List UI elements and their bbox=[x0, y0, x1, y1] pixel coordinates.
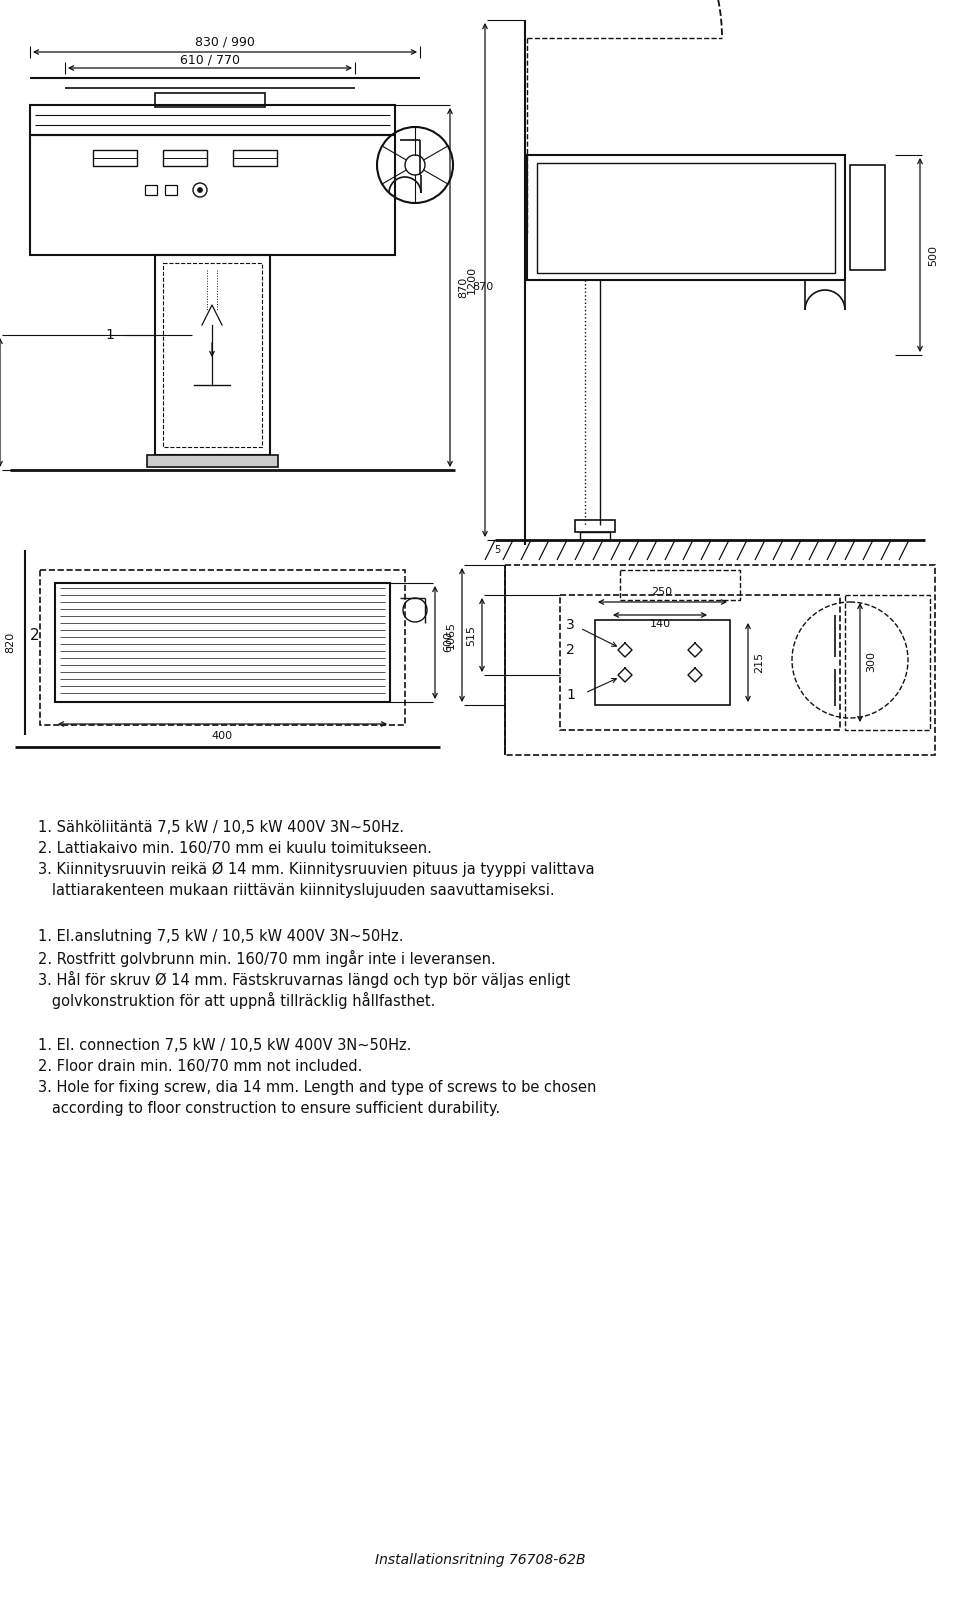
Bar bbox=[845, 595, 930, 731]
Bar bbox=[147, 456, 278, 467]
Text: 2: 2 bbox=[30, 627, 39, 643]
Text: 870: 870 bbox=[458, 277, 468, 297]
Text: 600: 600 bbox=[443, 632, 453, 652]
Text: 3. Hole for fixing screw, dia 14 mm. Length and type of screws to be chosen: 3. Hole for fixing screw, dia 14 mm. Len… bbox=[38, 1079, 596, 1095]
Text: 1: 1 bbox=[106, 328, 114, 342]
Text: Installationsritning 76708-62B: Installationsritning 76708-62B bbox=[374, 1553, 586, 1567]
Bar bbox=[155, 93, 265, 107]
Text: 2. Rostfritt golvbrunn min. 160/70 mm ingår inte i leveransen.: 2. Rostfritt golvbrunn min. 160/70 mm in… bbox=[38, 950, 495, 967]
Text: lattiarakenteen mukaan riittävän kiinnityslujuuden saavuttamiseksi.: lattiarakenteen mukaan riittävän kiinnit… bbox=[38, 883, 555, 899]
Text: 3: 3 bbox=[566, 617, 575, 632]
Bar bbox=[163, 262, 262, 448]
Bar bbox=[850, 165, 885, 270]
Text: 300: 300 bbox=[866, 651, 876, 673]
Text: 820: 820 bbox=[5, 632, 15, 652]
Text: 830 / 990: 830 / 990 bbox=[195, 35, 255, 48]
Bar bbox=[560, 595, 840, 731]
Text: 1200: 1200 bbox=[467, 265, 477, 294]
Text: 5: 5 bbox=[493, 545, 500, 555]
Text: 870: 870 bbox=[472, 281, 493, 293]
Text: 215: 215 bbox=[754, 651, 764, 673]
Text: 140: 140 bbox=[649, 619, 671, 628]
Bar bbox=[55, 584, 390, 702]
Text: 2. Lattiakaivo min. 160/70 mm ei kuulu toimitukseen.: 2. Lattiakaivo min. 160/70 mm ei kuulu t… bbox=[38, 841, 432, 855]
Bar bbox=[30, 106, 395, 134]
Bar bbox=[163, 150, 207, 166]
Bar bbox=[145, 185, 157, 195]
Text: 1. Sähköliitäntä 7,5 kW / 10,5 kW 400V 3N~50Hz.: 1. Sähköliitäntä 7,5 kW / 10,5 kW 400V 3… bbox=[38, 820, 404, 835]
Text: golvkonstruktion för att uppnå tillräcklig hållfasthet.: golvkonstruktion för att uppnå tillräckl… bbox=[38, 991, 436, 1009]
Bar bbox=[30, 134, 395, 254]
Circle shape bbox=[198, 187, 203, 192]
Text: 500: 500 bbox=[928, 245, 938, 265]
Bar bbox=[620, 569, 740, 600]
Bar bbox=[165, 185, 177, 195]
Bar bbox=[580, 532, 610, 540]
Bar bbox=[575, 520, 615, 532]
Text: 1065: 1065 bbox=[446, 620, 456, 649]
Text: 1. El. connection 7,5 kW / 10,5 kW 400V 3N~50Hz.: 1. El. connection 7,5 kW / 10,5 kW 400V … bbox=[38, 1038, 412, 1054]
Text: 2: 2 bbox=[566, 643, 575, 657]
Text: 1: 1 bbox=[566, 688, 575, 702]
Text: 515: 515 bbox=[466, 625, 476, 646]
Text: 1. El.anslutning 7,5 kW / 10,5 kW 400V 3N~50Hz.: 1. El.anslutning 7,5 kW / 10,5 kW 400V 3… bbox=[38, 929, 403, 943]
Text: 610 / 770: 610 / 770 bbox=[180, 53, 240, 67]
Bar bbox=[155, 254, 270, 456]
Bar bbox=[595, 620, 730, 705]
Bar bbox=[537, 163, 835, 273]
Text: according to floor construction to ensure sufficient durability.: according to floor construction to ensur… bbox=[38, 1102, 500, 1116]
Bar bbox=[233, 150, 277, 166]
Text: 400: 400 bbox=[211, 731, 232, 740]
Bar bbox=[505, 564, 935, 755]
Bar bbox=[527, 155, 845, 280]
Text: 250: 250 bbox=[652, 587, 673, 596]
Bar bbox=[40, 569, 405, 724]
Text: 3. Hål för skruv Ø 14 mm. Fästskruvarnas längd och typ bör väljas enligt: 3. Hål för skruv Ø 14 mm. Fästskruvarnas… bbox=[38, 971, 570, 988]
Text: 2. Floor drain min. 160/70 mm not included.: 2. Floor drain min. 160/70 mm not includ… bbox=[38, 1059, 362, 1075]
Text: 3. Kiinnitysruuvin reikä Ø 14 mm. Kiinnitysruuvien pituus ja tyyppi valittava: 3. Kiinnitysruuvin reikä Ø 14 mm. Kiinni… bbox=[38, 862, 594, 878]
Bar bbox=[93, 150, 137, 166]
